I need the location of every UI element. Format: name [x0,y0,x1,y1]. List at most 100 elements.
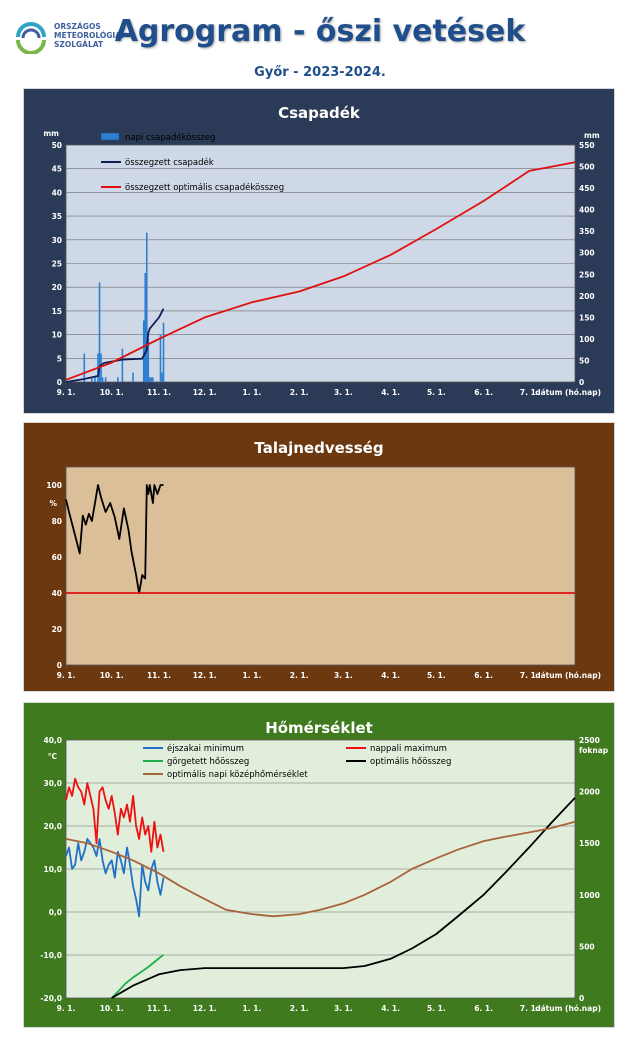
y-tick-label: 10,0 [43,865,62,874]
right-y-tick-label: 0 [579,378,584,387]
x-tick-label: 11. 1. [147,671,171,680]
left-axis-ticks: -20,0 -10,0 0,0 10,0 20,0 30,0 40,0 [40,736,62,1003]
y-tick-label: 100 [46,481,62,490]
precip-bar [101,377,104,382]
chart-title: Csapadék [278,104,361,122]
precip-bar [91,377,93,382]
optimális-napi-középhőmérséklet-line [65,820,576,918]
soil-moisture-chart: Talajnedvesség 0 20 40 60 80 100% 9. 1. 10. 1. 11… [23,422,615,692]
x-tick-label: 5. 1. [427,1004,446,1013]
x-tick-label: 11. 1. [147,1004,171,1013]
y-tick-label: -10,0 [40,951,62,960]
x-tick-label: 10. 1. [100,388,124,397]
right-axis-unit: mm [584,131,600,140]
y-tick-label: 10 [52,331,62,340]
x-tick-label: 6. 1. [474,388,493,397]
precip-bar [144,272,147,382]
legend: éjszakai minimum nappali maximum görgetett… [143,743,451,780]
x-axis-label: dátum (hó.nap) [535,671,601,680]
x-tick-label: 3. 1. [334,1004,353,1013]
legend: napi csapadékösszeg összegzett csapadék ös… [100,132,284,193]
precip-bar [121,348,124,382]
right-y-tick-label: 550 [579,141,595,150]
precip-bar [152,377,154,382]
x-tick-label: 6. 1. [474,671,493,680]
x-tick-label: 1. 1. [243,671,262,680]
x-tick-label: 10. 1. [100,1004,124,1013]
x-tick-label: 5. 1. [427,388,446,397]
right-y-tick-label: 1000 [579,891,600,900]
precip-bar [159,334,162,382]
precip-bar [147,339,150,382]
y-tick-label: 80 [52,517,62,526]
y-tick-label: 20,0 [43,822,62,831]
left-axis-ticks: 0 5 10 15 20 25 30 35 40 45 50 [52,141,62,387]
y-tick-label: 0 [57,378,62,387]
y-tick-label: 25 [52,260,62,269]
right-y-tick-label: 300 [579,249,595,258]
legend-swatch [100,132,120,141]
y-tick-label: 5 [57,354,62,363]
left-axis-ticks: 0 20 40 60 80 100 [46,481,62,670]
precip-bar [94,377,96,382]
right-y-tick-label: 400 [579,206,595,215]
right-y-tick-label: 500 [579,163,595,172]
legend-label: optimális napi középhőmérséklet [167,769,308,780]
x-tick-label: 7. 1. [520,671,539,680]
x-tick-label: 9. 1. [57,1004,76,1013]
grid-lines [66,782,575,956]
omsz-logo-icon [16,22,46,55]
precipitation-chart: Csapadék 0 5 10 15 20 25 30 35 40 45 50 mm 0 50 100 150 2… [23,88,615,414]
precip-bar [150,377,153,382]
precip-bar [98,282,101,382]
x-tick-label: 2. 1. [290,1004,309,1013]
y-tick-label: 0 [57,661,62,670]
right-axis-ticks: 0 50 100 150 200 250 300 350 400 450 500 550 [579,141,595,387]
right-y-tick-label: 150 [579,313,595,322]
left-axis-unit: °C [48,752,58,761]
right-y-tick-label: 450 [579,184,595,193]
precip-bar [104,377,107,382]
right-y-tick-label: 2000 [579,788,600,797]
y-tick-label: 35 [52,212,62,221]
x-tick-label: 9. 1. [57,671,76,680]
x-axis-ticks: 9. 1. 10. 1. 11. 1. 12. 1. 1. 1. 2. 1. 3. 1. 4.… [57,998,539,1013]
legend-label: nappali maximum [370,744,447,754]
y-tick-label: 45 [52,165,62,174]
x-tick-label: 6. 1. [474,1004,493,1013]
y-tick-label: 30 [52,236,62,245]
y-tick-label: 20 [52,625,62,634]
x-axis-ticks: 9. 1. 10. 1. 11. 1. 12. 1. 1. 1. 2. 1. 3. 1. 4.… [57,665,539,680]
logo-line-1: ORSZÁGOS [54,22,101,31]
precip-bar [142,320,145,382]
right-y-tick-label: 0 [579,994,584,1003]
legend-label: görgetett hőösszeg [167,757,249,767]
precip-bar [83,353,86,382]
precip-bar [145,232,148,382]
nappali-maximum-line [65,777,165,853]
logo-line-3: SZOLGÁLAT [54,40,104,49]
precip-bar [100,353,102,382]
görgetett-hőösszeg-line [111,953,165,999]
x-tick-label: 12. 1. [193,388,217,397]
x-tick-label: 11. 1. [147,388,171,397]
plot-area [65,466,576,666]
right-y-tick-label: 2500 [579,736,600,745]
összegzett-csapadék-line [65,308,165,383]
chart-marks [65,484,575,594]
y-tick-label: 15 [52,307,62,316]
omsz-logo: ORSZÁGOS METEOROLÓGIAI SZOLGÁLAT [14,20,124,55]
right-y-tick-label: 100 [579,335,595,344]
y-tick-label: 20 [52,283,62,292]
chart-marks [65,777,576,999]
subtitle: Győr - 2023-2024. [254,65,386,80]
x-tick-label: 4. 1. [381,1004,400,1013]
logo-line-2: METEOROLÓGIAI [54,31,124,40]
x-tick-label: 12. 1. [193,671,217,680]
y-tick-label: -20,0 [40,994,62,1003]
y-tick-label: 30,0 [43,779,62,788]
y-tick-label: 40 [52,589,62,598]
precip-bar [132,372,134,382]
right-y-tick-label: 500 [579,942,595,951]
legend-label: optimális hőösszeg [370,757,451,767]
